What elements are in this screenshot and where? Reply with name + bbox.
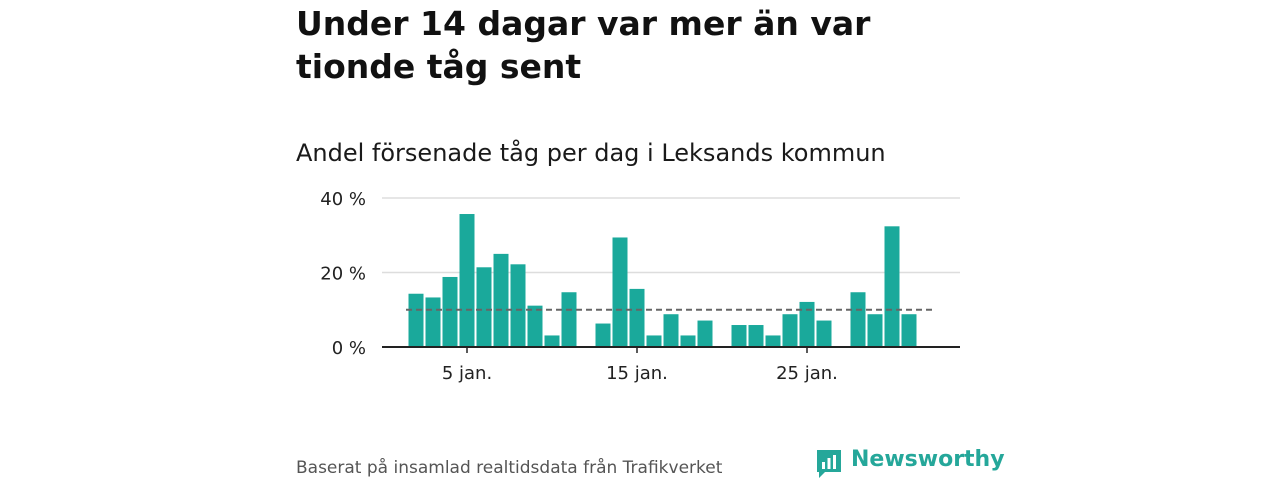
bar bbox=[867, 314, 883, 347]
bar-chart: 0 % 20 % 40 % 5 jan. 15 jan. 25 jan. bbox=[320, 189, 960, 384]
bar bbox=[799, 301, 815, 347]
bar bbox=[697, 320, 713, 347]
x-tick-label: 15 jan. bbox=[606, 363, 668, 384]
bar bbox=[680, 335, 696, 347]
bar bbox=[816, 320, 832, 347]
bar bbox=[527, 305, 543, 347]
bar bbox=[408, 293, 424, 347]
bar bbox=[731, 325, 747, 347]
source-note: Baserat på insamlad realtidsdata från Tr… bbox=[296, 458, 723, 478]
chart-title: Under 14 dagar var mer än var tionde tåg… bbox=[296, 4, 871, 86]
bar bbox=[425, 297, 441, 347]
newsworthy-logo-icon bbox=[817, 450, 841, 478]
y-tick-label: 20 % bbox=[320, 264, 366, 285]
bar bbox=[850, 292, 866, 347]
chart-card: Under 14 dagar var mer än var tionde tåg… bbox=[296, 0, 1005, 480]
bar bbox=[629, 288, 645, 347]
bar bbox=[884, 226, 900, 347]
x-tick-label: 5 jan. bbox=[442, 363, 492, 384]
brand-name: Newsworthy bbox=[851, 447, 1005, 472]
bar bbox=[476, 267, 492, 347]
bar bbox=[459, 214, 475, 347]
bar bbox=[510, 264, 526, 347]
bar bbox=[765, 335, 781, 347]
bar bbox=[663, 314, 679, 347]
bar bbox=[646, 335, 662, 347]
bar bbox=[782, 314, 798, 347]
bar bbox=[748, 325, 764, 347]
bar bbox=[595, 323, 611, 347]
chart-subtitle: Andel försenade tåg per dag i Leksands k… bbox=[296, 139, 886, 167]
x-tick-label: 25 jan. bbox=[776, 363, 838, 384]
y-tick-label: 0 % bbox=[332, 338, 366, 359]
bar bbox=[442, 276, 458, 347]
bar bbox=[493, 253, 509, 347]
bar bbox=[561, 292, 577, 347]
bar bbox=[901, 314, 917, 347]
y-tick-label: 40 % bbox=[320, 189, 366, 210]
bar bbox=[612, 237, 628, 347]
bar bbox=[544, 335, 560, 347]
